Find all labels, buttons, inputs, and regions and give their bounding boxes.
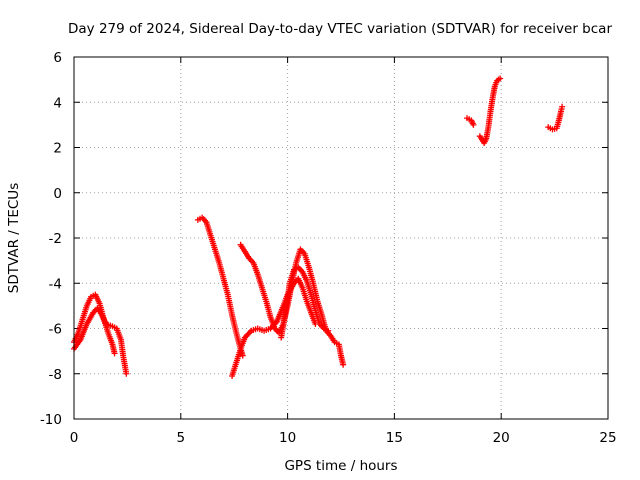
data-point-marker [559,103,566,110]
y-tick-label: -4 [49,276,62,292]
axis-ticks: 0 5 10 15 20 25 -10 -8 -6 -4 -2 0 2 4 6 [40,50,617,446]
series-arc-2c [237,241,347,368]
x-tick-label: 10 [279,430,296,446]
data-point-marker [111,350,118,357]
x-tick-label: 25 [599,430,616,446]
data-point-marker [470,121,477,128]
x-tick-label: 5 [177,430,186,446]
series-arc-2b [229,275,319,380]
chart-title: Day 279 of 2024, Sidereal Day-to-day VTE… [68,21,612,37]
y-tick-label: -6 [49,322,62,338]
y-tick-label: 0 [53,186,62,202]
data-point-marker [497,75,504,82]
data-point-marker [239,352,246,359]
plot-frame [73,56,609,420]
x-tick-label: 20 [493,430,510,446]
data-point-marker [340,361,347,368]
y-tick-label: 6 [53,50,62,66]
y-tick-label: -2 [49,231,62,247]
data-markers [71,75,566,380]
y-tick-label: -8 [49,367,62,383]
y-axis-label: SDTVAR / TECUs [6,183,22,293]
x-axis-label: GPS time / hours [284,458,397,474]
x-tick-label: 0 [70,430,79,446]
series-arc-1b [71,305,130,377]
grid-lines [74,57,608,419]
x-tick-label: 15 [386,430,403,446]
series-arc-3c [545,103,566,133]
series-arc-3a [464,115,477,128]
y-tick-label: -10 [40,412,62,428]
series-arc-2a [194,214,246,359]
y-tick-label: 4 [53,95,62,111]
data-point-marker [123,370,130,377]
data-point-marker [325,327,332,334]
series-arc-2d [278,264,332,341]
y-tick-label: 2 [53,141,62,157]
series-arc-3b [476,75,504,146]
